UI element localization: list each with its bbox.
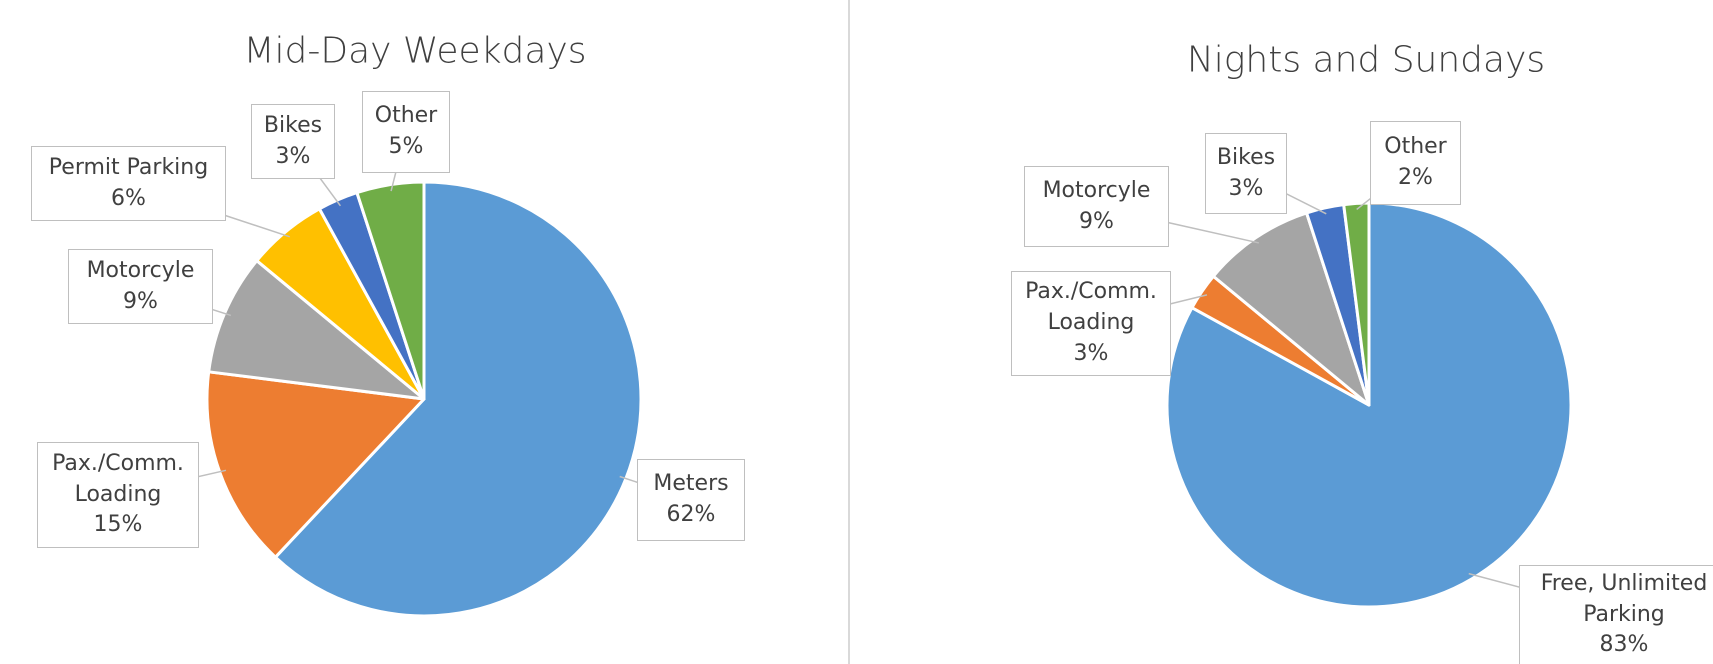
chart-title: Nights and Sundays <box>1186 39 1546 81</box>
pie-slice <box>205 370 426 559</box>
label-name: Other <box>1384 134 1447 160</box>
label-name: Bikes <box>263 112 323 138</box>
label-value: 3% <box>275 143 311 169</box>
data-label: Pax./Comm. Loading 15% <box>37 442 199 548</box>
chart-title: Mid-Day Weekdays <box>243 30 587 72</box>
label-name: Free, Unlimited Parking <box>1540 570 1708 627</box>
label-name: Motorcyle <box>86 257 195 283</box>
data-label: Other 5% <box>362 91 450 173</box>
label-name: Bikes <box>1216 144 1276 170</box>
label-value: 9% <box>1079 208 1114 234</box>
label-value: 2% <box>1398 165 1433 190</box>
data-label: Motorcyle 9% <box>68 249 213 324</box>
pie-slice <box>1342 201 1371 407</box>
data-label: Other 2% <box>1370 121 1461 205</box>
label-value: 62% <box>666 502 716 527</box>
data-label: Permit Parking 6% <box>31 146 226 221</box>
pie-slice <box>355 180 426 401</box>
label-name: Other <box>374 103 438 129</box>
label-name: Pax./Comm. Loading <box>1025 279 1157 336</box>
label-name: Permit Parking <box>48 154 209 180</box>
label-name: Pax./Comm. Loading <box>52 450 184 507</box>
data-label: Bikes 3% <box>1205 133 1287 214</box>
label-value: 15% <box>93 512 143 538</box>
data-label: Motorcyle 9% <box>1024 166 1169 247</box>
label-value: 9% <box>123 288 158 314</box>
label-value: 3% <box>1228 175 1264 201</box>
label-value: 6% <box>111 185 146 211</box>
label-value: 5% <box>388 134 424 159</box>
pie-slice <box>1211 211 1371 407</box>
data-label: Bikes 3% <box>251 104 335 179</box>
data-label: Meters 62% <box>637 459 745 541</box>
data-label: Pax./Comm. Loading 3% <box>1011 271 1171 376</box>
label-name: Meters <box>653 471 729 497</box>
label-value: 83% <box>1599 632 1649 658</box>
label-value: 3% <box>1073 340 1109 366</box>
label-name: Motorcyle <box>1042 177 1151 203</box>
data-label: Free, Unlimited Parking 83% <box>1519 565 1713 664</box>
